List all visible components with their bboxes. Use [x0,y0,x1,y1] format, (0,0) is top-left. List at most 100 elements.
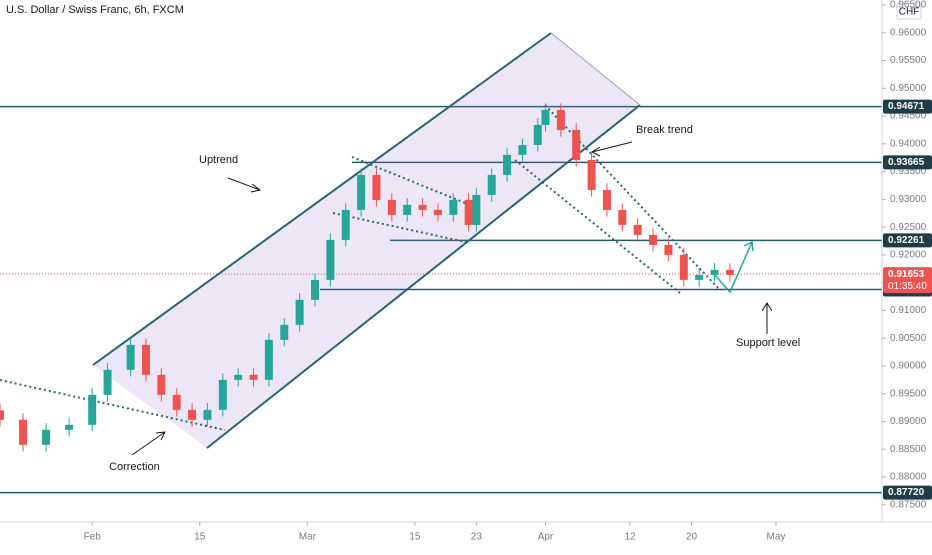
candle-body [157,374,166,395]
candle-body [295,299,304,325]
candle-body [249,374,258,380]
candle-body [372,174,381,200]
candle-body [710,269,719,275]
candle-body [618,209,627,225]
candle-body [464,199,473,225]
y-tick-label: 0.93000 [890,194,927,205]
candle-body [541,109,550,125]
candle-body [556,109,565,130]
y-tick-label: 0.91000 [890,305,927,316]
y-tick-label: 0.94000 [890,138,927,149]
annotation: Uptrend [199,154,238,166]
level-label: 0.93665 [888,157,925,168]
candle-body [587,159,596,190]
level-label: 0.94671 [888,101,925,112]
arrow [227,177,262,193]
level-tag [883,155,932,170]
x-tick-label: Feb [84,532,102,543]
arrows [131,141,773,456]
x-tick-label: 15 [409,532,421,543]
candle-body [649,234,658,245]
dotted-trend [0,379,226,431]
candle-body [418,204,427,210]
candle-body [326,239,335,280]
candle-body [487,174,496,195]
candle-body [472,194,481,225]
candle-body [0,410,4,420]
y-tick-label: 0.87500 [890,499,927,510]
channel-top [92,32,552,366]
level-tag [883,233,932,248]
candle-body [264,339,273,380]
currency: CHF [899,7,920,18]
candle-body [280,324,289,340]
candle-body [664,244,673,255]
candle-body [218,379,227,410]
y-tick-label: 0.95000 [890,83,927,94]
currency-box [896,2,922,20]
y-tick-label: 0.90500 [890,333,927,344]
candle-body [188,409,197,420]
y-tick-label: 0.96000 [890,27,927,38]
y-tick-label: 0.95500 [890,55,927,66]
candle-body [357,174,366,210]
candle-body [234,374,243,380]
candle-body [42,429,51,445]
y-tick-label: 0.89500 [890,388,927,399]
arrow [761,302,773,334]
candle-body [126,344,135,370]
level-tag [883,485,932,500]
candle-body [533,124,542,145]
y-tick-label: 0.93500 [890,166,927,177]
y-tick-label: 0.88000 [890,472,927,483]
candle-body [141,344,150,375]
candle-body [695,274,704,280]
candle-body [172,394,181,410]
y-tick-label: 0.89000 [890,416,927,427]
level-label: 0.87720 [888,487,925,498]
drawings [0,32,773,456]
candle-body [65,424,74,430]
y-tick-label: 0.96500 [890,0,927,11]
dotted-trend [514,159,681,294]
y-tick-label: 0.92000 [890,250,927,261]
candle-body [503,154,512,175]
candle-body [725,269,734,275]
arrow [590,141,633,157]
y-tick-label: 0.90000 [890,361,927,372]
candle-body [449,199,458,215]
candle-body [518,144,527,155]
projection-arrow [711,240,754,294]
x-tick-label: Apr [538,532,554,543]
candle-body [387,199,396,215]
candle-body [88,394,97,425]
candle-body [403,204,412,215]
channel-bottom [206,104,641,449]
current-price-tag [883,267,932,294]
candle-body [311,279,319,300]
candle-body [19,419,28,445]
countdown: 01:35:40 [888,281,927,292]
current-price-label: 0.91653 [888,269,925,280]
candle-body [633,224,642,235]
annotation: Support level [736,337,800,349]
candle-body [203,409,212,420]
y-tick-label: 0.94500 [890,111,927,122]
x-tick-label: 23 [471,532,483,543]
candle-body [572,129,581,160]
y-tick-label: 0.88500 [890,444,927,455]
x-tick-label: May [767,532,786,543]
x-tick-label: 15 [194,532,206,543]
candle-body [602,189,611,210]
y-tick-label: 0.92500 [890,222,927,233]
dotted-trend [351,156,471,206]
candle-body [433,209,442,215]
dotted-trend [332,212,471,244]
annotation: Break trend [636,124,693,136]
annotation: Correction [109,461,160,473]
x-tick-label: Mar [299,532,317,543]
arrow [131,431,166,456]
chart-title: U.S. Dollar / Swiss Franc, 6h, FXCM [6,4,184,16]
candle-body [679,254,688,280]
